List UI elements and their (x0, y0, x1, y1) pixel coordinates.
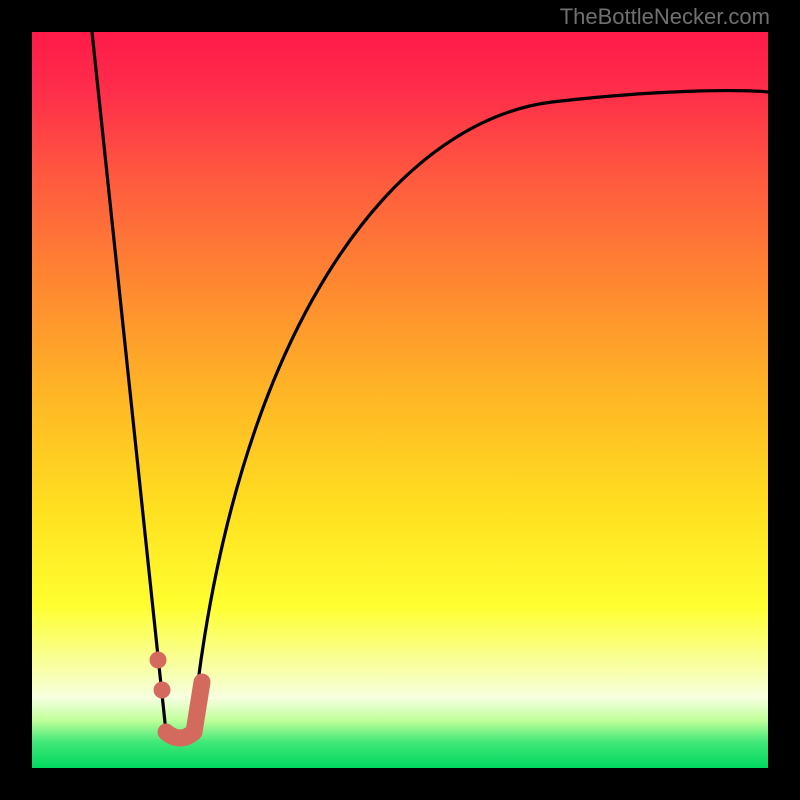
gradient-background (32, 32, 768, 768)
marker-dot (154, 682, 171, 699)
marker-dot (150, 652, 167, 669)
bottleneck-chart-svg (0, 0, 800, 800)
watermark-text: TheBottleNecker.com (560, 4, 770, 30)
chart-frame: TheBottleNecker.com (0, 0, 800, 800)
plot-area (32, 32, 768, 768)
